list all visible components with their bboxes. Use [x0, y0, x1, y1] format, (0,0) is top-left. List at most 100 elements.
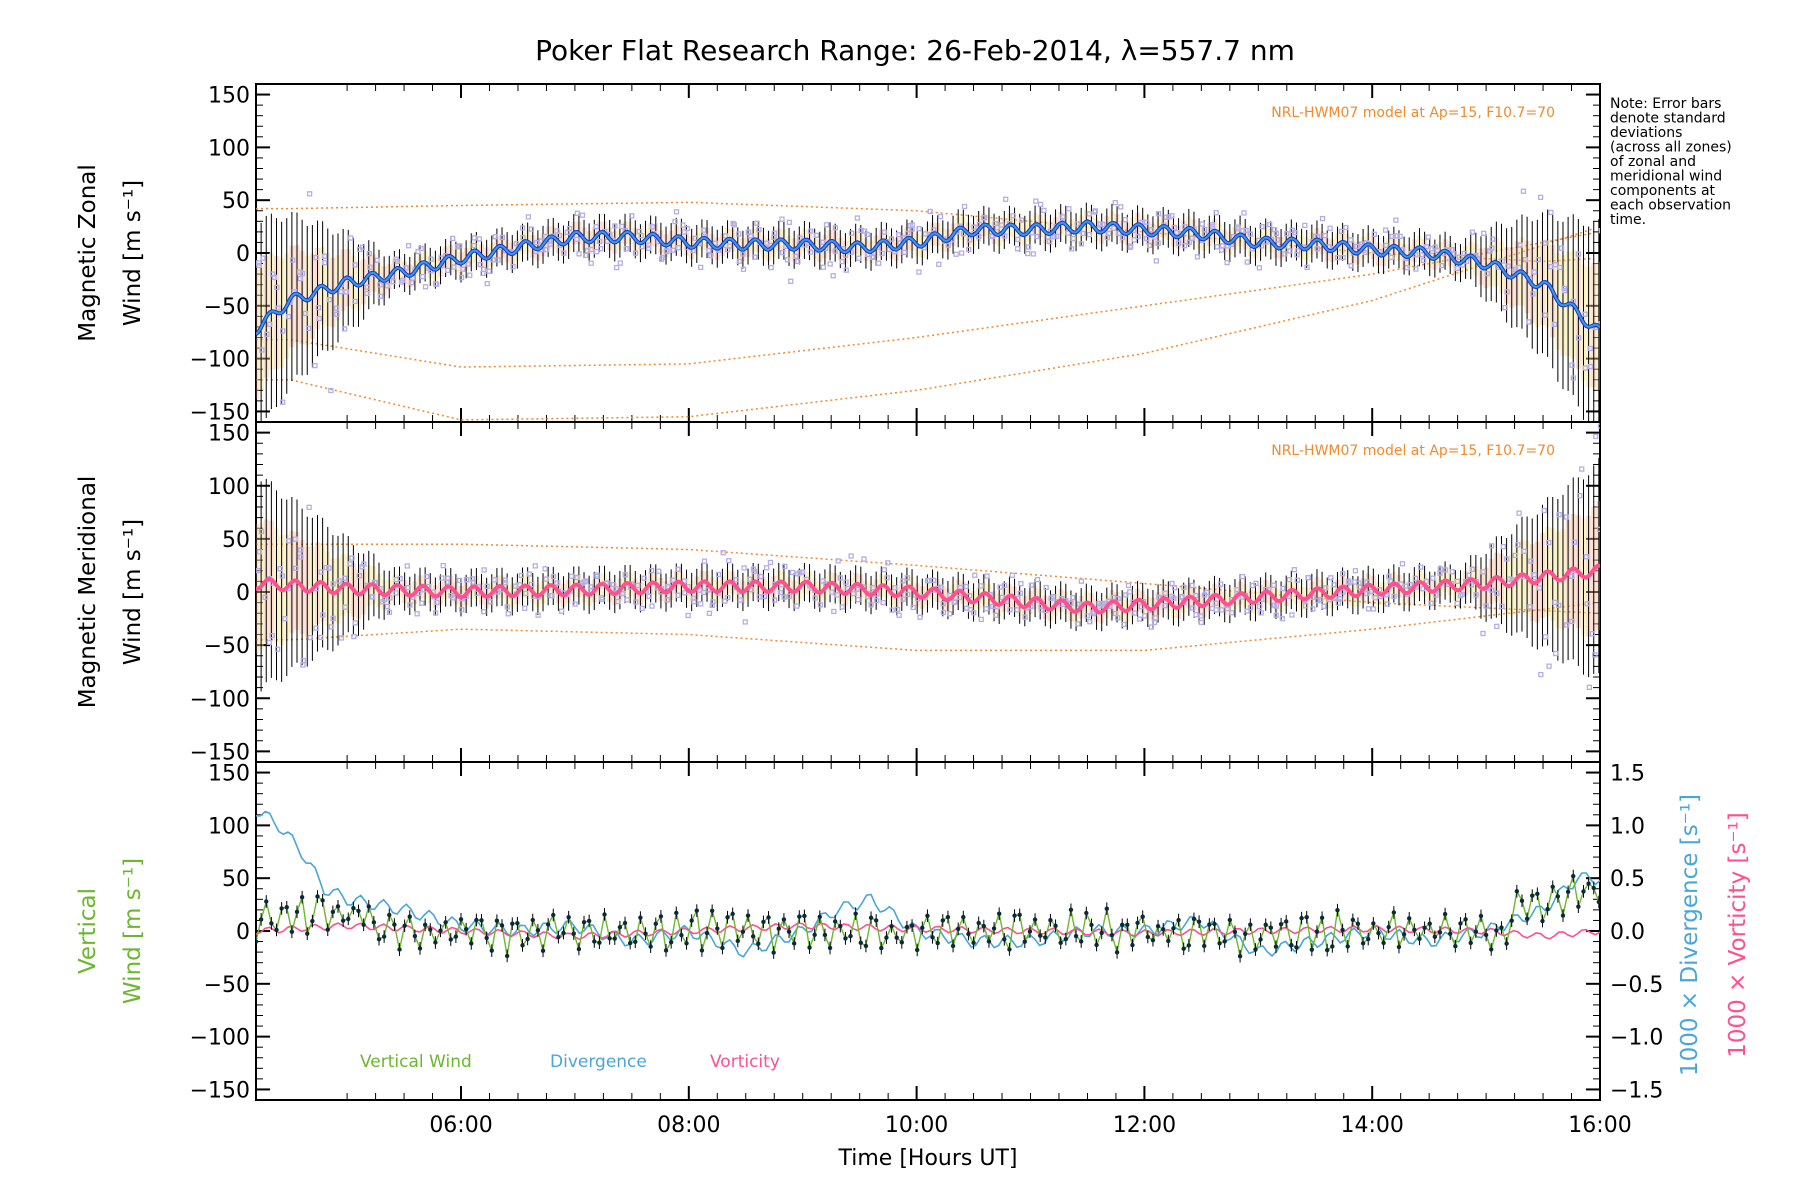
zone-point — [1327, 225, 1333, 231]
vertical-wind-point — [1248, 922, 1253, 927]
vertical-wind-point — [264, 899, 269, 904]
zone-point — [467, 272, 473, 278]
vertical-wind-point — [1222, 939, 1227, 944]
y2-tick-label: −0.5 — [1610, 973, 1663, 998]
vertical-wind-point — [289, 929, 295, 935]
zone-point — [384, 283, 391, 289]
zone-point — [305, 325, 312, 332]
vertical-wind-point — [438, 928, 443, 933]
zone-point — [1489, 245, 1495, 251]
zone-point — [905, 591, 911, 598]
vertical-wind-point — [392, 922, 397, 927]
vertical-wind-point — [1191, 916, 1197, 922]
zone-point — [269, 271, 276, 277]
zone-point — [971, 610, 977, 616]
zone-point — [434, 599, 440, 606]
zone-points — [256, 423, 1600, 690]
zone-point — [629, 213, 635, 219]
zone-point — [1530, 291, 1536, 297]
zone-point — [414, 611, 420, 617]
zone-point — [1551, 321, 1558, 328]
zone-point — [364, 284, 370, 290]
zone-point — [889, 607, 895, 613]
zone-point — [894, 606, 901, 613]
vertical-wind-point — [1545, 906, 1550, 912]
zone-point — [598, 595, 605, 601]
zone-point — [1086, 231, 1093, 238]
vertical-wind-point — [812, 932, 817, 937]
vertical-wind-point — [1027, 929, 1033, 934]
vertical-wind-point — [1494, 928, 1499, 933]
zone-point — [1304, 264, 1310, 270]
zone-point — [832, 248, 838, 254]
zone-point — [499, 234, 506, 241]
vertical-wind-point — [914, 947, 920, 953]
zone-point — [701, 227, 707, 233]
vertical-wind-point — [858, 940, 863, 946]
zone-point — [1564, 622, 1570, 628]
vertical-wind-point — [1463, 917, 1468, 922]
vertical-wind-point — [684, 941, 689, 946]
zone-point — [313, 254, 319, 261]
zone-point — [1091, 611, 1097, 617]
zone-point — [1041, 207, 1047, 214]
zone-point — [574, 574, 580, 581]
zone-point — [1542, 312, 1548, 318]
zone-point — [784, 257, 791, 263]
zone-point — [1280, 585, 1286, 592]
zone-point — [568, 573, 575, 579]
model-label: NRL-HWM07 model at Ap=15, F10.7=70 — [1271, 105, 1555, 121]
vertical-wind-point — [1417, 936, 1422, 941]
zone-point — [1043, 584, 1049, 591]
vertical-wind-point — [817, 914, 822, 919]
vertical-wind-point — [868, 915, 874, 920]
zone-point — [526, 571, 532, 577]
zone-point — [377, 293, 383, 299]
vertical-wind-point — [1366, 936, 1371, 942]
vertical-wind-point — [520, 943, 525, 948]
zone-point — [1597, 423, 1600, 429]
zone-point — [1292, 229, 1298, 236]
zone-point — [864, 231, 870, 237]
y-tick-label: 50 — [222, 189, 250, 214]
zone-point — [1270, 582, 1277, 588]
zone-point — [1423, 578, 1429, 584]
zone-point — [397, 576, 403, 582]
zone-point — [1512, 552, 1519, 559]
zone-point — [1531, 572, 1538, 578]
zone-point — [747, 576, 753, 582]
zone-point — [277, 566, 283, 572]
zone-point — [1259, 224, 1265, 230]
zone-point — [1287, 248, 1293, 254]
zone-point — [1284, 231, 1290, 237]
vertical-wind-point — [330, 909, 336, 915]
vertical-wind-point — [561, 930, 566, 936]
vertical-wind-point — [566, 915, 571, 920]
zone-point — [328, 624, 334, 630]
zone-point — [1397, 233, 1403, 239]
zone-point — [1449, 569, 1455, 575]
zone-point — [1171, 595, 1177, 601]
note-line: denote standard — [1610, 111, 1726, 127]
zone-point — [812, 595, 818, 601]
zone-point — [772, 597, 778, 603]
plot-area — [256, 810, 1600, 963]
zone-point — [874, 597, 880, 604]
zone-point — [1372, 595, 1379, 601]
zone-point — [367, 264, 373, 270]
zone-point — [1579, 466, 1585, 472]
zone-point — [1343, 224, 1349, 231]
zone-point — [1473, 592, 1479, 598]
zone-point — [1338, 228, 1345, 235]
vertical-wind-point — [1109, 932, 1115, 938]
zone-point — [1169, 580, 1175, 587]
zone-point — [343, 289, 349, 295]
vertical-wind-point — [422, 922, 428, 928]
zone-point — [300, 662, 306, 668]
zone-point — [471, 242, 477, 249]
zone-point — [597, 238, 603, 245]
zone-point — [341, 326, 348, 332]
zone-point — [1328, 575, 1334, 581]
zone-point — [1146, 242, 1153, 249]
vertical-wind-point — [1555, 894, 1561, 899]
